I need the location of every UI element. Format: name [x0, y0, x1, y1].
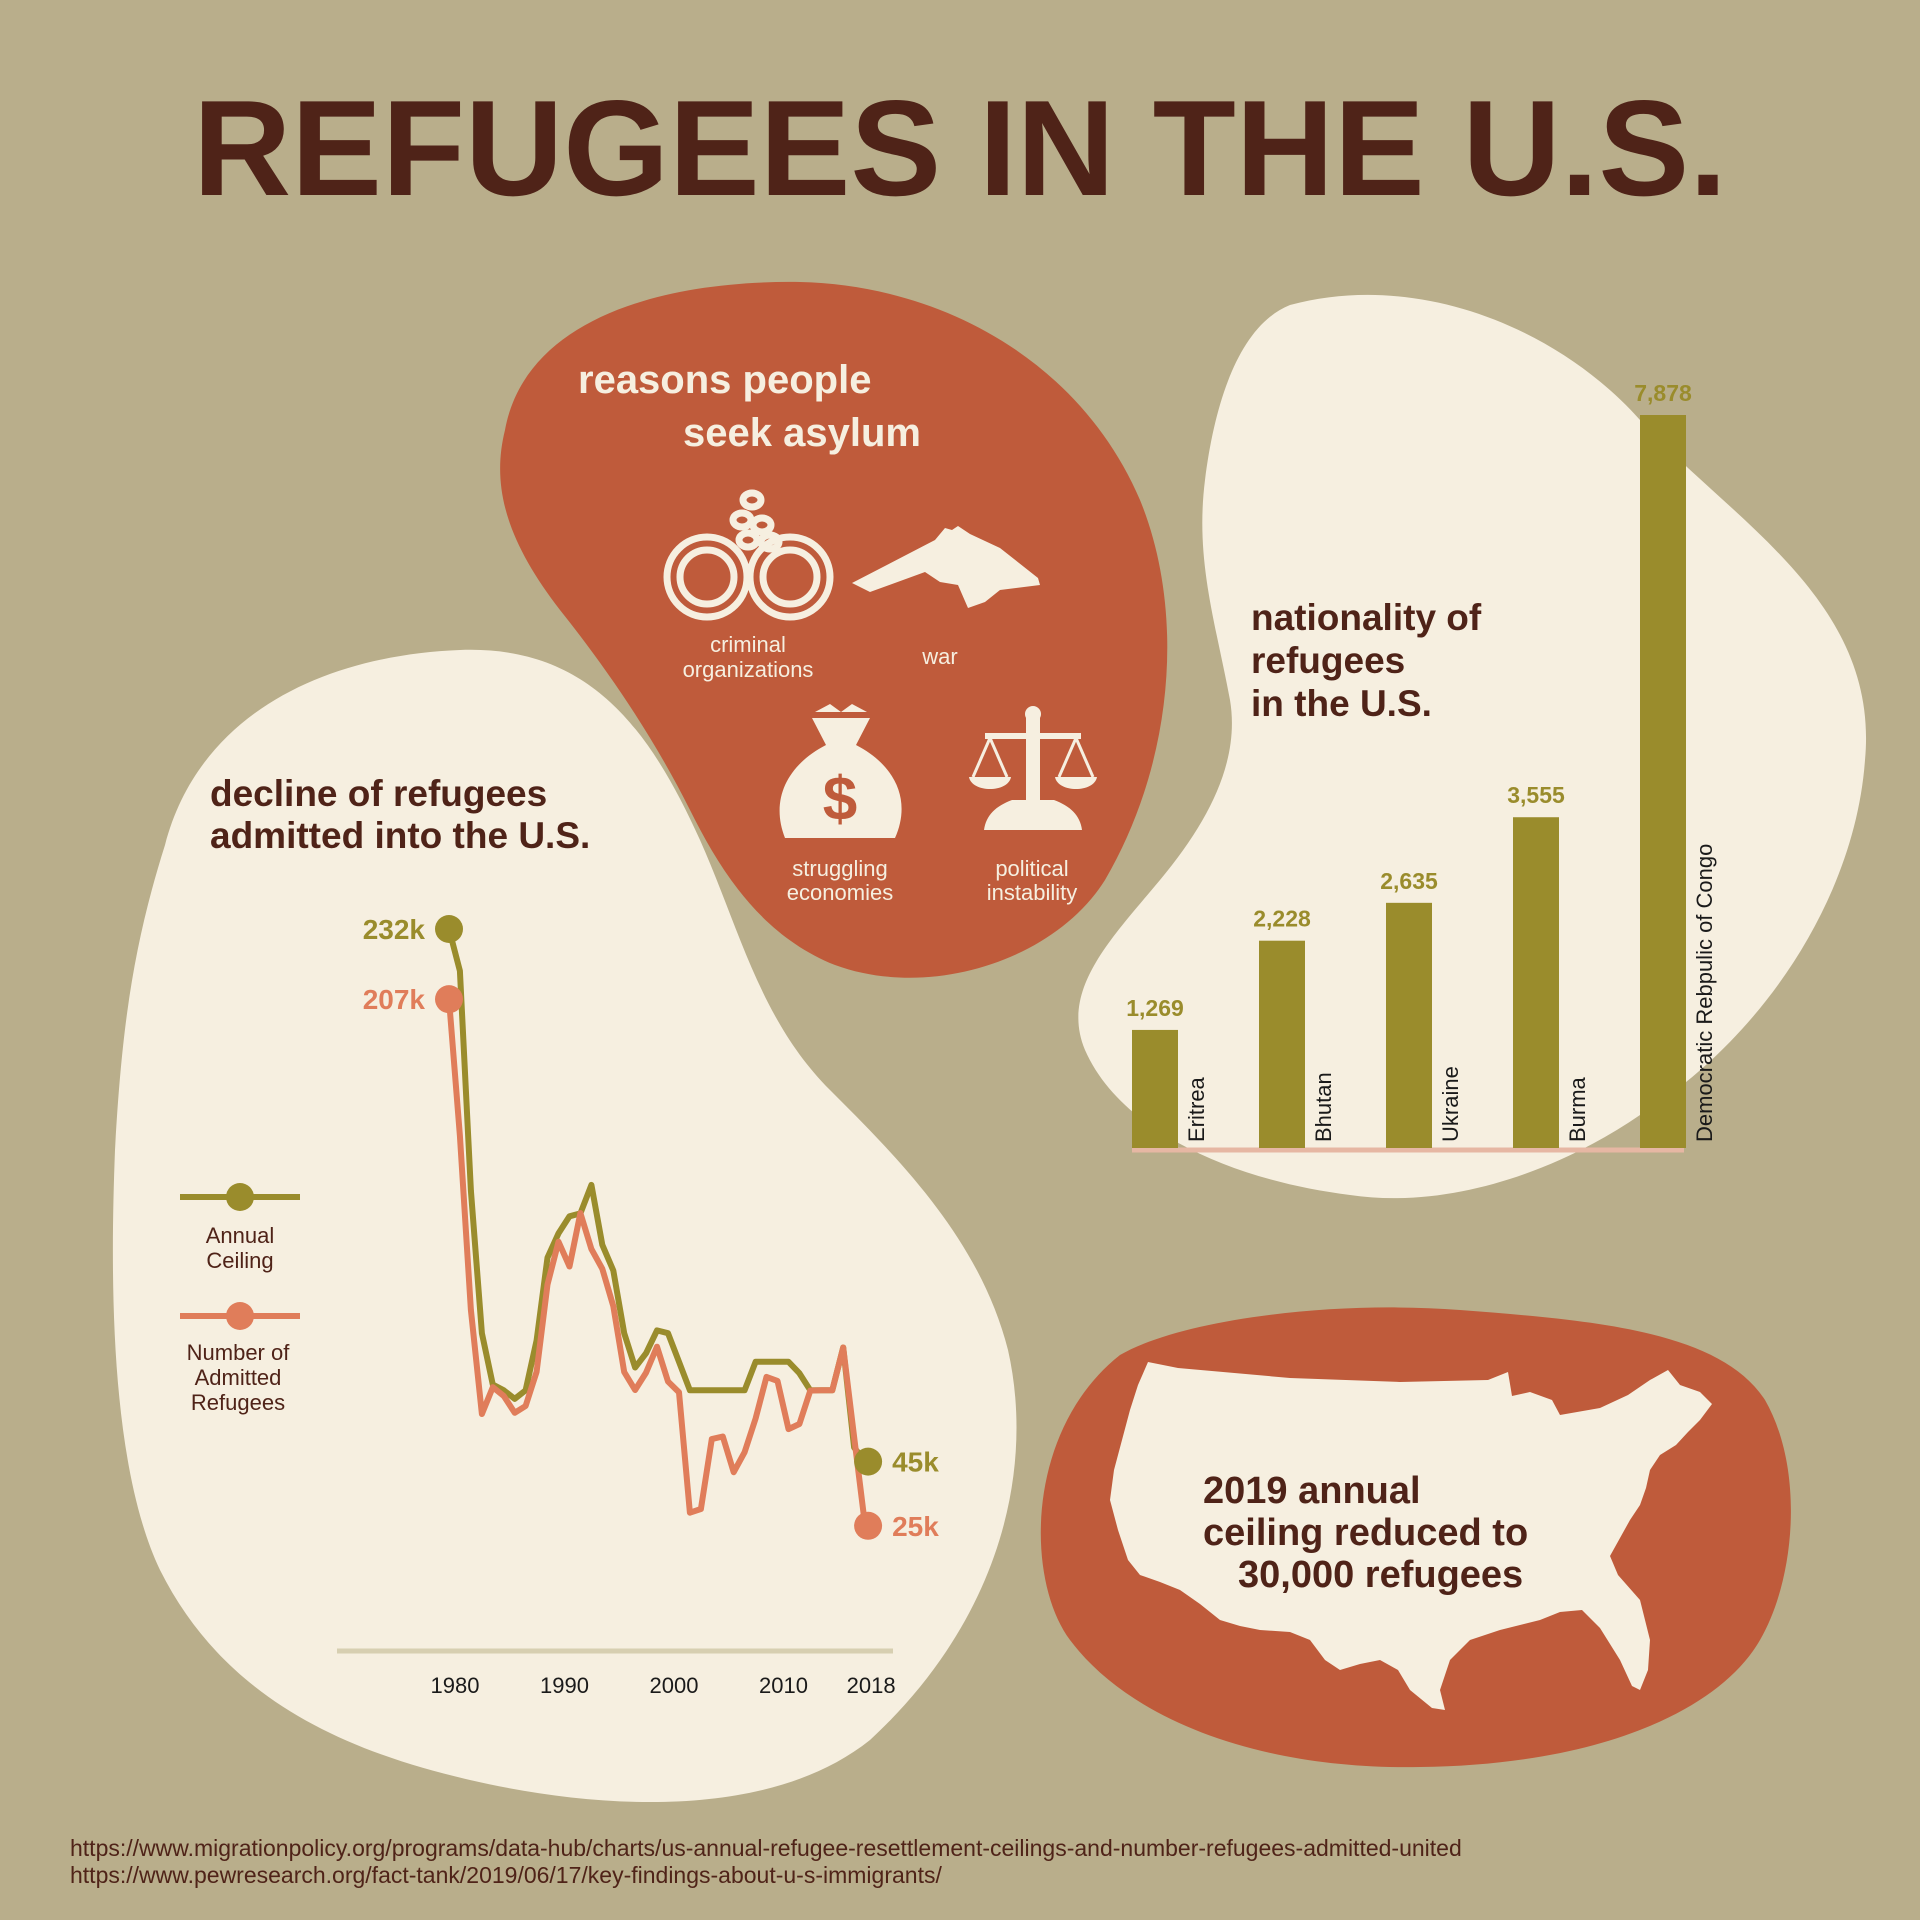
line-title-line2: admitted into the U.S.	[210, 815, 590, 856]
start-value-label: 232k	[363, 914, 426, 945]
map-caption-line2: ceiling reduced to	[1203, 1512, 1528, 1554]
reason-label-economies-line2: economies	[787, 880, 893, 905]
end-value-label: 45k	[892, 1447, 939, 1478]
reasons-title-line2: seek asylum	[683, 411, 921, 455]
map-caption-line3: 30,000 refugees	[1238, 1554, 1523, 1596]
start-point-marker	[435, 985, 463, 1014]
handcuffs-icon	[663, 489, 834, 621]
legend-admitted-line3: Refugees	[191, 1390, 285, 1415]
scales-icon	[969, 706, 1097, 830]
gun-icon	[852, 526, 1040, 608]
bar-value-label: 7,878	[1634, 380, 1692, 406]
bar-0	[1132, 1029, 1178, 1148]
bar-category-label: Eritrea	[1184, 1076, 1209, 1142]
legend-ceiling-marker	[226, 1183, 254, 1211]
bar-4	[1640, 415, 1686, 1148]
source-link-1[interactable]: https://www.migrationpolicy.org/programs…	[70, 1835, 1462, 1861]
start-point-marker	[435, 915, 463, 943]
reasons-title-line1: reasons people	[578, 358, 871, 402]
start-value-label: 207k	[363, 984, 426, 1015]
end-point-marker	[854, 1511, 883, 1540]
legend-admitted-line1: Number of	[187, 1340, 291, 1365]
legend-ceiling-line2: Ceiling	[206, 1248, 273, 1273]
legend-admitted-line2: Admitted	[195, 1365, 282, 1390]
source-link-2[interactable]: https://www.pewresearch.org/fact-tank/20…	[70, 1862, 942, 1888]
bar-chart: 1,269 Eritrea 2,228 Bhutan 2,635 Ukraine 3,555…	[1126, 380, 1717, 1153]
us-map-icon	[1110, 1362, 1712, 1710]
bar-3	[1513, 817, 1559, 1148]
reason-label-political-line1: political	[995, 856, 1068, 881]
x-tick-label: 2000	[650, 1673, 699, 1698]
reason-label-economies-line1: struggling	[792, 856, 887, 881]
bar-2	[1386, 902, 1432, 1148]
admitted-line	[446, 998, 869, 1527]
reason-label-war: war	[921, 644, 957, 669]
x-tick-label: 1980	[431, 1673, 480, 1698]
line-chart-legend: Annual Ceiling Number of Admitted Refuge…	[180, 1183, 300, 1415]
page-title: REFUGEES IN THE U.S.	[193, 72, 1727, 224]
money-bag-icon: $	[779, 704, 902, 838]
bar-title-line1: nationality of	[1251, 597, 1482, 638]
ceiling-line	[446, 928, 868, 1464]
end-value-label: 25k	[892, 1511, 939, 1542]
line-title-line1: decline of refugees	[210, 773, 547, 814]
bar-value-label: 2,635	[1380, 868, 1438, 894]
nationality-blob	[1078, 294, 1867, 1199]
bar-value-label: 3,555	[1507, 782, 1565, 808]
bar-title-line3: in the U.S.	[1251, 683, 1432, 724]
bar-value-label: 1,269	[1126, 995, 1184, 1021]
reason-label-criminal-line2: organizations	[683, 657, 814, 682]
reason-label-political-line2: instability	[987, 880, 1077, 905]
x-tick-label: 2018	[847, 1673, 896, 1698]
end-point-marker	[854, 1447, 883, 1476]
bar-category-label: Democratic Rebpulic of Congo	[1692, 844, 1717, 1142]
x-tick-label: 1990	[540, 1673, 589, 1698]
bar-title-line2: refugees	[1251, 640, 1405, 681]
bar-category-label: Ukraine	[1438, 1066, 1463, 1142]
reason-label-criminal-line1: criminal	[710, 632, 786, 657]
legend-ceiling-line1: Annual	[206, 1223, 275, 1248]
map-caption-line1: 2019 annual	[1203, 1470, 1421, 1512]
reasons-blob	[500, 281, 1168, 978]
bar-category-label: Burma	[1565, 1076, 1590, 1142]
x-tick-label: 2010	[759, 1673, 808, 1698]
bar-1	[1259, 940, 1305, 1148]
bar-value-label: 2,228	[1253, 906, 1311, 932]
legend-admitted-marker	[226, 1302, 254, 1330]
svg-text:$: $	[823, 765, 857, 834]
line-chart: 1980 1990 2000 2010 2018 232k 45k 207k 25k	[337, 914, 939, 1698]
bar-category-label: Bhutan	[1311, 1072, 1336, 1142]
